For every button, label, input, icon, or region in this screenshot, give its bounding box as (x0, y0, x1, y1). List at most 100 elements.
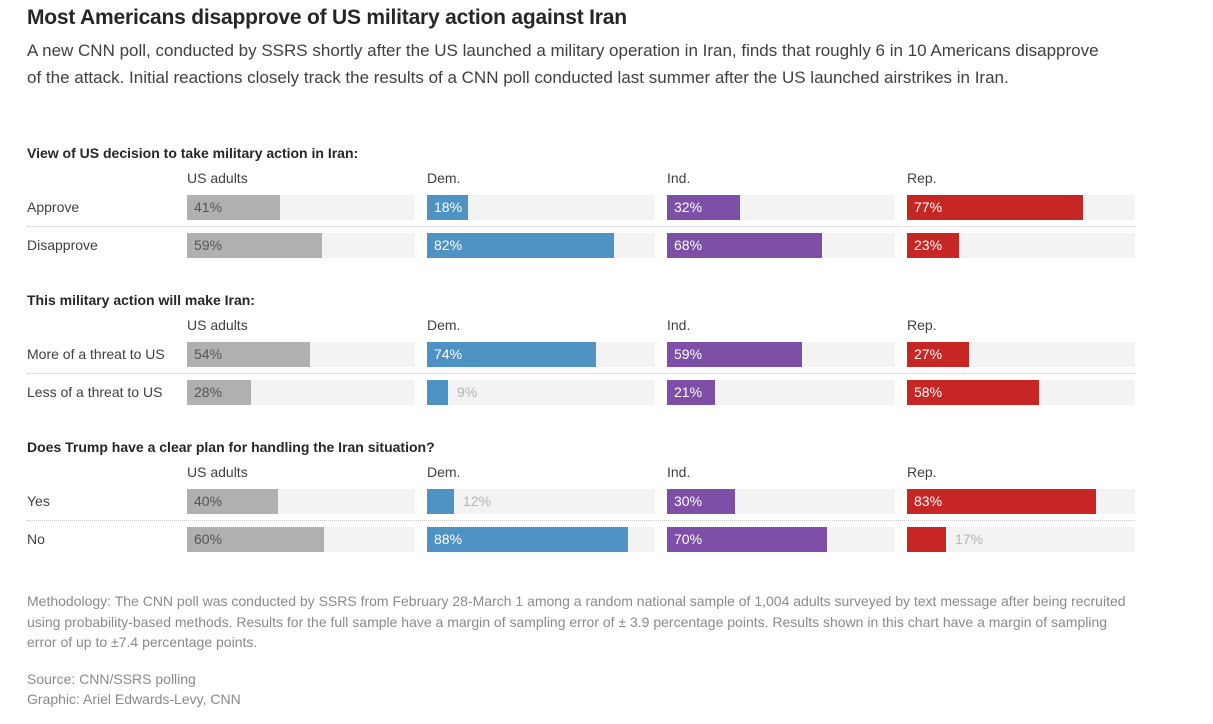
bar-value-label: 32% (674, 199, 703, 215)
bar (667, 233, 822, 258)
group-header: Dem. (427, 464, 461, 480)
bar-track: 18% (427, 195, 655, 220)
bar (427, 489, 454, 514)
bar (907, 195, 1083, 220)
bar-track: 30% (667, 489, 895, 514)
bar-track: 59% (667, 342, 895, 367)
bar-track: 58% (907, 380, 1135, 405)
bar-track: 21% (667, 380, 895, 405)
row-label: Approve (27, 199, 80, 215)
question-title: This military action will make Iran: (27, 292, 255, 308)
bar (907, 380, 1039, 405)
question-panel: View of US decision to take military act… (27, 145, 1135, 265)
row-label: Less of a threat to US (27, 384, 163, 400)
bar (667, 489, 735, 514)
bar-track: 70% (667, 527, 895, 552)
bar-track: 77% (907, 195, 1135, 220)
bar-value-label: 9% (457, 384, 478, 400)
question-panel: This military action will make Iran: US a… (27, 292, 1135, 412)
bar-track: 17% (907, 527, 1135, 552)
row-label: More of a threat to US (27, 346, 165, 362)
bar-track: 59% (187, 233, 415, 258)
bar-value-label: 40% (194, 493, 223, 509)
methodology-note: Methodology: The CNN poll was conducted … (27, 593, 1126, 650)
bar (187, 527, 324, 552)
bar-value-label: 21% (674, 384, 703, 400)
bar-value-label: 17% (955, 531, 984, 547)
group-header: Ind. (667, 170, 691, 186)
chart-subtitle: A new CNN poll, conducted by SSRS shortl… (27, 41, 1099, 87)
group-header: Ind. (667, 464, 691, 480)
bar-value-label: 77% (914, 199, 943, 215)
bar-value-label: 82% (434, 237, 463, 253)
row-separator (27, 373, 1135, 374)
source-credit: Source: CNN/SSRS polling (27, 671, 196, 687)
bar-track: 28% (187, 380, 415, 405)
bar (187, 489, 278, 514)
bar-value-label: 27% (914, 346, 943, 362)
bar-value-label: 74% (434, 346, 463, 362)
row-separator (27, 226, 1135, 227)
bar-track: 41% (187, 195, 415, 220)
chart-title: Most Americans disapprove of US military… (27, 6, 627, 29)
bar-value-label: 70% (674, 531, 703, 547)
bar-track: 68% (667, 233, 895, 258)
row-label: Yes (27, 493, 50, 509)
group-header: Rep. (907, 317, 937, 333)
bar-value-label: 88% (434, 531, 463, 547)
bar-value-label: 18% (434, 199, 463, 215)
bar (907, 233, 959, 258)
bar-value-label: 68% (674, 237, 703, 253)
bar (187, 233, 322, 258)
bar (427, 233, 614, 258)
bar-track: 23% (907, 233, 1135, 258)
bar-track: 74% (427, 342, 655, 367)
bar-track: 82% (427, 233, 655, 258)
question-title: View of US decision to take military act… (27, 145, 359, 161)
bar-track: 54% (187, 342, 415, 367)
bar-track: 32% (667, 195, 895, 220)
group-header: US adults (187, 170, 248, 186)
row-separator (27, 520, 1135, 521)
bar (667, 195, 740, 220)
bar-value-label: 60% (194, 531, 223, 547)
row-label: No (27, 531, 45, 547)
bar-track: 27% (907, 342, 1135, 367)
bar-track: 12% (427, 489, 655, 514)
bar-value-label: 41% (194, 199, 223, 215)
bar-track: 83% (907, 489, 1135, 514)
bar-value-label: 54% (194, 346, 223, 362)
group-header: Dem. (427, 317, 461, 333)
question-title: Does Trump have a clear plan for handlin… (27, 439, 435, 455)
bar (907, 342, 969, 367)
bar-value-label: 12% (463, 493, 492, 509)
group-header: US adults (187, 464, 248, 480)
bar (667, 380, 715, 405)
bar-track: 40% (187, 489, 415, 514)
bar-track: 60% (187, 527, 415, 552)
bar-value-label: 59% (674, 346, 703, 362)
group-header: Rep. (907, 464, 937, 480)
bar (907, 489, 1096, 514)
bar-track: 9% (427, 380, 655, 405)
graphic-credit: Graphic: Ariel Edwards-Levy, CNN (27, 691, 241, 707)
row-label: Disapprove (27, 237, 98, 253)
group-header: Rep. (907, 170, 937, 186)
bar-value-label: 58% (914, 384, 943, 400)
bar-value-label: 28% (194, 384, 223, 400)
bar (427, 527, 628, 552)
bar (427, 342, 596, 367)
group-header: Dem. (427, 170, 461, 186)
bar (907, 527, 946, 552)
bar-value-label: 83% (914, 493, 943, 509)
bar (187, 342, 310, 367)
bar-value-label: 30% (674, 493, 703, 509)
bar (187, 380, 251, 405)
question-panel: Does Trump have a clear plan for handlin… (27, 439, 1135, 559)
bar (427, 195, 468, 220)
bar (187, 195, 280, 220)
bar-track: 88% (427, 527, 655, 552)
bar (667, 342, 802, 367)
bar-value-label: 59% (194, 237, 223, 253)
bar-value-label: 23% (914, 237, 943, 253)
